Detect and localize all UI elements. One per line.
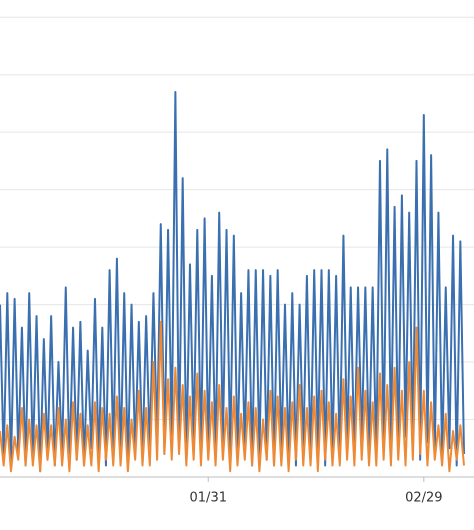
x-tick-label: 01/31 xyxy=(190,491,227,506)
x-tick-label: 02/29 xyxy=(405,491,442,506)
series-line xyxy=(0,320,465,473)
series-line xyxy=(0,90,465,473)
